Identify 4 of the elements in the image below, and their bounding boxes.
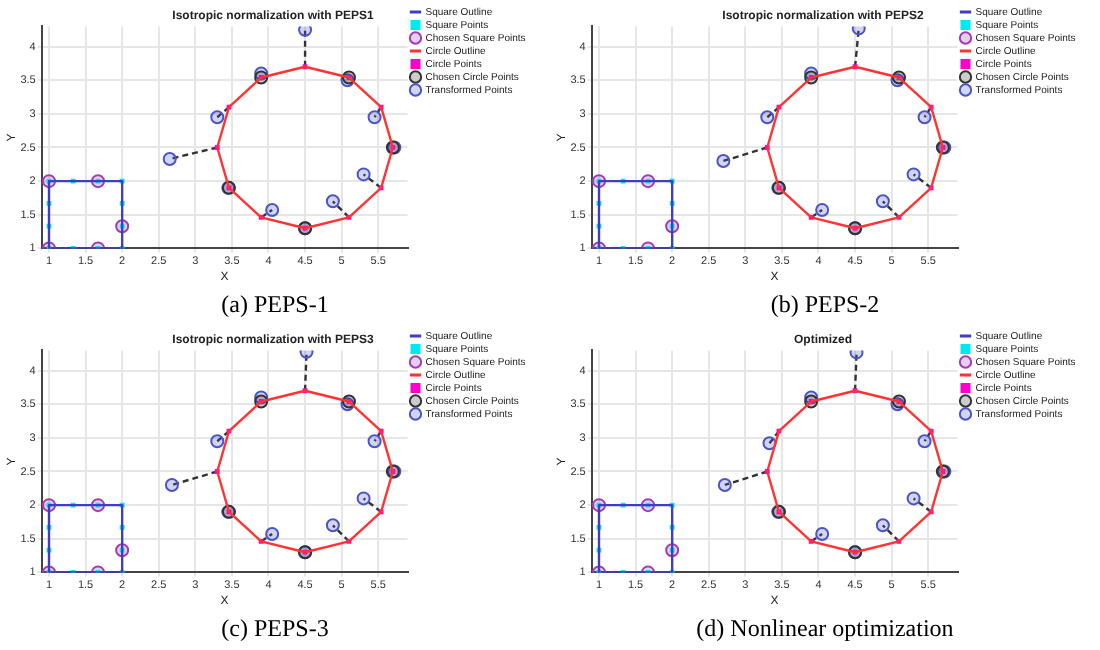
text: (c) PEPS-3 xyxy=(219,612,331,646)
text: (a) PEPS-1 xyxy=(219,288,331,322)
text: (d) Nonlinear optimization xyxy=(694,612,956,646)
text: (b) PEPS-2 xyxy=(768,288,882,322)
